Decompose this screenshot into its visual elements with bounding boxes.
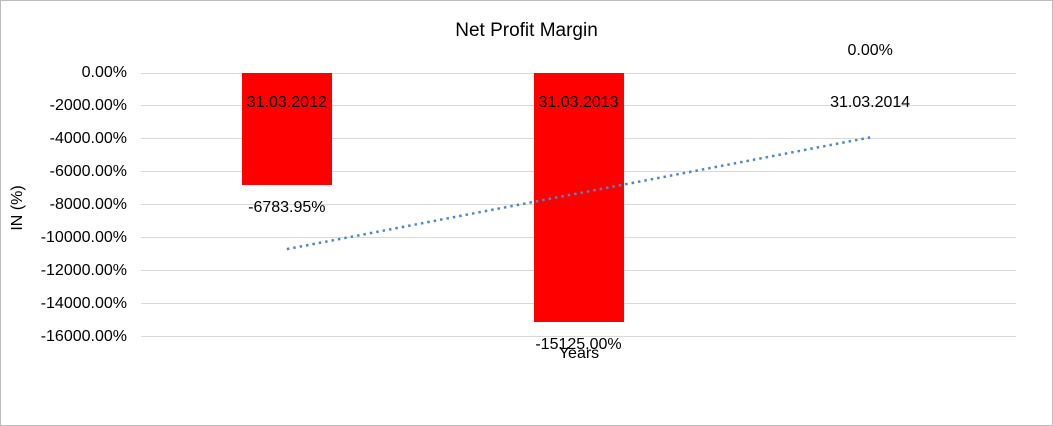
data-label: -6783.95% <box>248 198 326 216</box>
data-label: 0.00% <box>847 42 893 59</box>
y-tick-label: -14000.00% <box>40 294 127 312</box>
gridline <box>141 336 1016 337</box>
y-tick-label: -16000.00% <box>40 327 127 345</box>
y-tick-label: -12000.00% <box>40 261 127 279</box>
y-tick-label: 0.00% <box>81 64 127 81</box>
bar-31.03.2012[interactable] <box>241 73 332 185</box>
category-label: 31.03.2012 <box>246 94 327 111</box>
data-label: -15125.00% <box>535 336 622 354</box>
category-label: 31.03.2013 <box>538 94 619 111</box>
y-tick-label: -4000.00% <box>49 129 127 147</box>
y-tick-label: -8000.00% <box>49 195 127 213</box>
x-axis-title: Years <box>558 345 600 362</box>
y-tick-label: -10000.00% <box>40 228 127 246</box>
category-label: 31.03.2014 <box>830 94 911 111</box>
y-tick-label: -2000.00% <box>49 96 127 114</box>
y-tick-label: -6000.00% <box>49 162 127 180</box>
chart-title: Net Profit Margin <box>455 20 598 41</box>
